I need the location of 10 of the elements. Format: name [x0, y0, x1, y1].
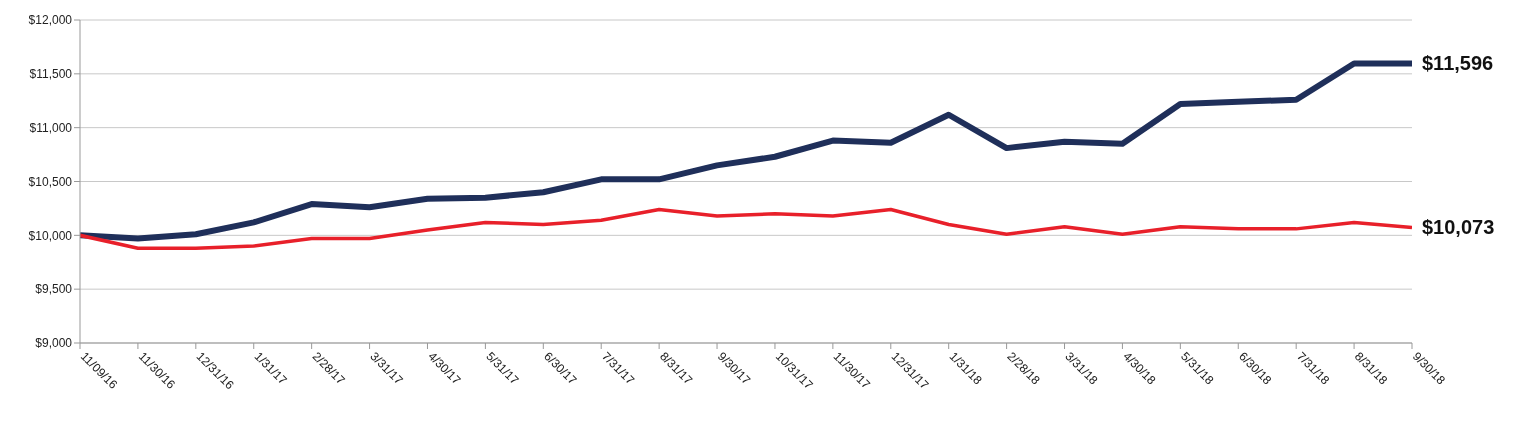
y-tick-label: $10,500 — [28, 174, 73, 189]
y-tick-label: $10,000 — [28, 228, 73, 243]
y-tick-label: $9,000 — [35, 336, 73, 351]
y-tick-label: $11,500 — [29, 67, 73, 82]
line-series — [80, 207, 1412, 250]
y-tick-label: $9,500 — [35, 282, 73, 297]
data-label: $11,596 — [1422, 52, 1494, 75]
data-label: $10,073 — [1422, 216, 1495, 239]
y-tick-label: $11,000 — [29, 120, 73, 135]
y-tick-label: $12,000 — [28, 13, 73, 28]
